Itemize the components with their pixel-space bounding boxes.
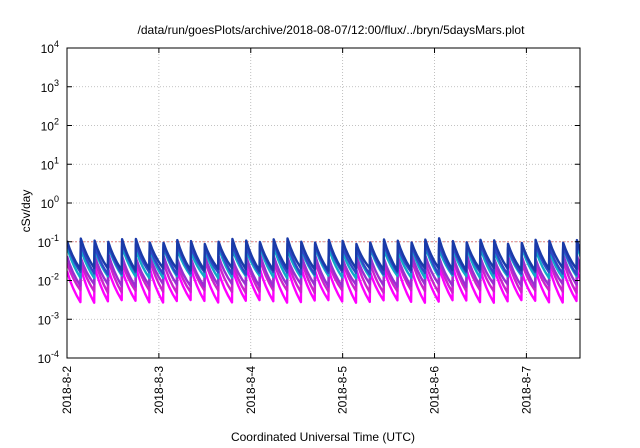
y-tick-label: 10-3 — [38, 310, 59, 327]
x-tick-label: 2018-8-3 — [152, 366, 166, 414]
x-tick-label: 2018-8-7 — [519, 366, 533, 414]
grid — [67, 48, 580, 358]
y-axis: 10-4 10-3 10-2 10-1 100 101 102 103 104 — [38, 39, 580, 366]
y-axis-label: cSv/day — [19, 190, 33, 233]
series-line — [67, 237, 580, 272]
x-axis: 2018-8-2 2018-8-3 2018-8-4 2018-8-5 2018-8-6… — [60, 48, 533, 414]
x-tick-label: 2018-8-6 — [428, 366, 442, 414]
chart-title: /data/run/goesPlots/archive/2018-08-07/1… — [138, 23, 526, 37]
x-tick-label: 2018-8-2 — [60, 366, 74, 414]
series-line — [67, 265, 580, 304]
series-line — [67, 252, 580, 288]
y-tick-label: 100 — [41, 194, 59, 211]
series-line — [67, 257, 580, 295]
y-tick-label: 103 — [41, 78, 59, 95]
series-group — [67, 237, 580, 304]
y-tick-label: 10-2 — [38, 272, 59, 289]
x-tick-label: 2018-8-4 — [244, 366, 258, 414]
x-axis-label: Coordinated Universal Time (UTC) — [231, 430, 415, 444]
y-tick-label: 10-4 — [38, 349, 59, 366]
plot-frame — [66, 47, 581, 359]
y-tick-label: 10-1 — [38, 233, 59, 250]
y-tick-label: 104 — [41, 39, 59, 56]
y-tick-label: 101 — [41, 155, 59, 172]
y-tick-label: 102 — [41, 117, 59, 134]
x-tick-label: 2018-8-5 — [336, 366, 350, 414]
